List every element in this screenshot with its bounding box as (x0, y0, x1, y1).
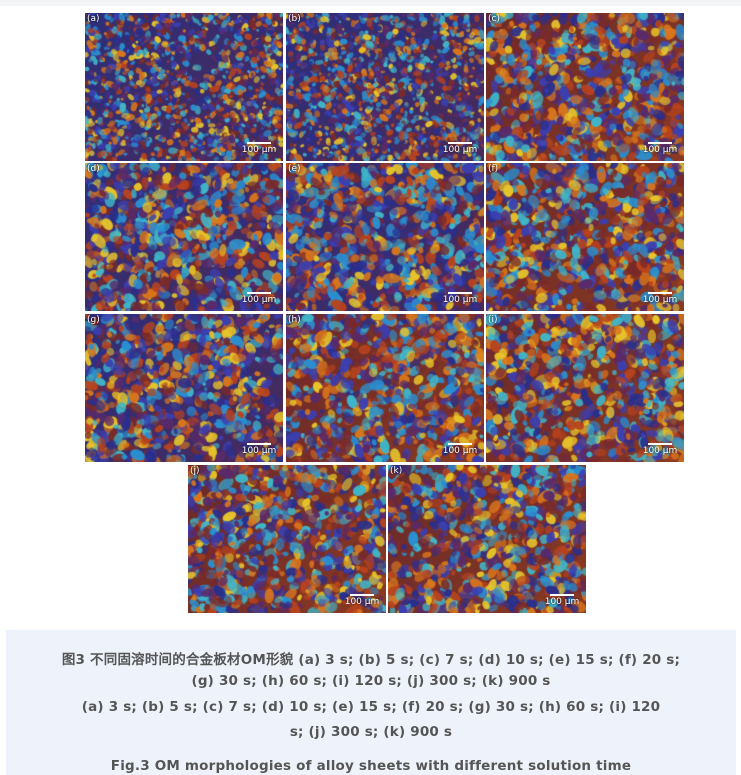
micrograph-j (188, 465, 386, 613)
micrograph-i (486, 314, 684, 462)
panel-g: (g) 100 μm (85, 314, 283, 462)
scale-label: 100 μm (642, 145, 678, 155)
panel-label: (k) (390, 466, 403, 476)
panel-h: (h) 100 μm (286, 314, 484, 462)
scale-label: 100 μm (642, 446, 678, 456)
caption-en-line-1: (a) 3 s; (b) 5 s; (c) 7 s; (d) 10 s; (e)… (81, 699, 661, 715)
micrograph-h (286, 314, 484, 462)
panel-label: (g) (87, 315, 100, 325)
scale-label: 100 μm (241, 295, 277, 305)
panel-j: (j) 100 μm (188, 465, 386, 613)
top-bar (0, 0, 741, 6)
panel-k: (k) 100 μm (388, 465, 586, 613)
scale-label: 100 μm (241, 446, 277, 456)
micrograph-e (286, 163, 484, 311)
scale-bar: 100 μm (442, 292, 478, 305)
scale-bar: 100 μm (544, 594, 580, 607)
caption-en-line-2: s; (j) 300 s; (k) 900 s (289, 724, 453, 740)
micrograph-a (85, 13, 283, 161)
scale-label: 100 μm (642, 295, 678, 305)
scale-label: 100 μm (442, 446, 478, 456)
figure-caption: 图3 不同固溶时间的合金板材OM形貌 (a) 3 s; (b) 5 s; (c)… (6, 630, 736, 775)
scale-bar: 100 μm (241, 142, 277, 155)
micrograph-k (388, 465, 586, 613)
caption-en-title: Fig.3 OM morphologies of alloy sheets wi… (110, 758, 632, 774)
panel-label: (j) (190, 466, 200, 476)
panel-label: (f) (488, 164, 499, 174)
scale-bar: 100 μm (642, 292, 678, 305)
panel-a: (a) 100 μm (85, 13, 283, 161)
micrograph-b (286, 13, 484, 161)
scale-label: 100 μm (544, 597, 580, 607)
scale-bar: 100 μm (442, 142, 478, 155)
panel-label: (i) (488, 315, 498, 325)
scale-label: 100 μm (344, 597, 380, 607)
panel-d: (d) 100 μm (85, 163, 283, 311)
panel-e: (e) 100 μm (286, 163, 484, 311)
micrograph-c (486, 13, 684, 161)
scale-bar: 100 μm (344, 594, 380, 607)
panel-f: (f) 100 μm (486, 163, 684, 311)
panel-label: (h) (288, 315, 301, 325)
micrograph-d (85, 163, 283, 311)
panel-label: (e) (288, 164, 301, 174)
scale-label: 100 μm (241, 145, 277, 155)
scale-bar: 100 μm (241, 292, 277, 305)
scale-bar: 100 μm (642, 142, 678, 155)
panel-c: (c) 100 μm (486, 13, 684, 161)
panel-label: (a) (87, 14, 100, 24)
panel-label: (b) (288, 14, 301, 24)
micrograph-f (486, 163, 684, 311)
scale-label: 100 μm (442, 145, 478, 155)
micrograph-g (85, 314, 283, 462)
panel-label: (c) (488, 14, 500, 24)
panel-label: (d) (87, 164, 100, 174)
panel-b: (b) 100 μm (286, 13, 484, 161)
caption-zh-line-2: (g) 30 s; (h) 60 s; (i) 120 s; (j) 300 s… (191, 673, 551, 689)
scale-bar: 100 μm (241, 443, 277, 456)
caption-zh-line-1: 图3 不同固溶时间的合金板材OM形貌 (a) 3 s; (b) 5 s; (c)… (61, 652, 681, 668)
scale-bar: 100 μm (642, 443, 678, 456)
scale-bar: 100 μm (442, 443, 478, 456)
panel-i: (i) 100 μm (486, 314, 684, 462)
scale-label: 100 μm (442, 295, 478, 305)
